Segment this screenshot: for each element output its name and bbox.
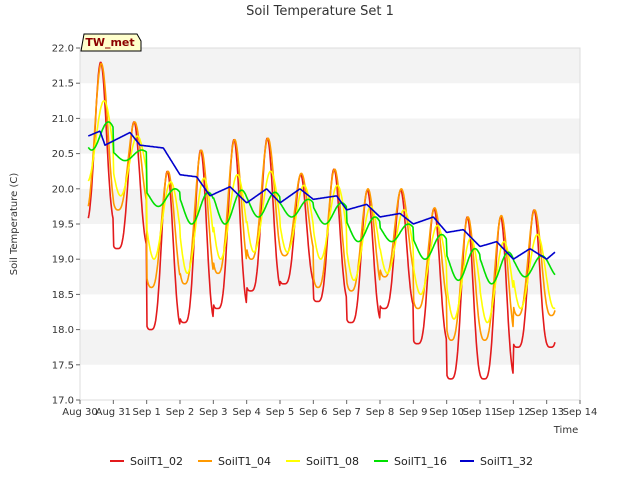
x-tick-label: Sep 2 — [166, 407, 194, 418]
legend-item: SoilT1_04 — [198, 455, 271, 468]
legend-item: SoilT1_08 — [286, 455, 359, 468]
y-tick-label: 17.5 — [52, 360, 74, 371]
series-line-soilt1-32 — [87, 130, 556, 260]
grid-band — [80, 48, 580, 84]
legend-label: SoilT1_32 — [480, 455, 533, 468]
x-tick-label: Sep 6 — [299, 407, 327, 418]
x-tick-label: Sep 5 — [266, 407, 294, 418]
station-badge: TW_met — [80, 33, 142, 52]
x-tick-label: Sep 12 — [496, 407, 531, 418]
series-line-soilt1-16 — [87, 121, 556, 285]
grid-band — [80, 294, 580, 330]
legend-label: SoilT1_08 — [306, 455, 359, 468]
legend-label: SoilT1_02 — [130, 455, 183, 468]
y-tick-label: 18.0 — [52, 325, 74, 336]
x-tick-label: Sep 8 — [366, 407, 394, 418]
x-tick-label: Sep 4 — [232, 407, 260, 418]
badge-shape — [80, 33, 142, 52]
y-tick-label: 19.0 — [52, 255, 74, 266]
legend-label: SoilT1_16 — [394, 455, 447, 468]
badge-label: TW_met — [85, 36, 134, 49]
x-tick-label: Aug 30 — [62, 407, 97, 418]
y-tick-label: 17.0 — [52, 396, 74, 407]
series-lines — [87, 61, 556, 380]
y-tick-label: 21.5 — [52, 79, 74, 90]
x-tick-label: Sep 10 — [429, 407, 464, 418]
x-axis-label: Time — [553, 425, 578, 436]
grid-band — [80, 364, 580, 400]
y-tick-label: 18.5 — [52, 290, 74, 301]
x-tick-label: Sep 7 — [332, 407, 360, 418]
x-tick-label: Sep 13 — [529, 407, 564, 418]
grid-band — [80, 329, 580, 365]
x-tick-label: Sep 11 — [463, 407, 498, 418]
y-tick-label: 22.0 — [52, 44, 74, 55]
chart-title: Soil Temperature Set 1 — [246, 4, 394, 19]
y-tick-label: 20.0 — [52, 184, 74, 195]
y-tick-label: 21.0 — [52, 114, 74, 125]
x-tick-label: Sep 3 — [199, 407, 227, 418]
legend-item: SoilT1_16 — [374, 455, 447, 468]
grid-bands — [80, 48, 580, 400]
grid-band — [80, 83, 580, 119]
x-tick-label: Aug 31 — [96, 407, 131, 418]
y-tick-label: 19.5 — [52, 220, 74, 231]
x-tick-label: Sep 9 — [399, 407, 427, 418]
x-tick-label: Sep 14 — [563, 407, 598, 418]
grid-band — [80, 118, 580, 154]
grid-band — [80, 153, 580, 189]
legend: SoilT1_02 SoilT1_04 SoilT1_08 SoilT1_16 Soil… — [110, 455, 533, 468]
series-line-soilt1-04 — [87, 62, 556, 341]
y-axis-label: Soil Temperature (C) — [9, 173, 20, 276]
x-tick-label: Sep 1 — [132, 407, 160, 418]
y-axis: 17.0 17.5 18.0 18.5 19.0 19.5 20.0 20.5 21.0 21.5… — [52, 44, 80, 407]
series-line-soilt1-08 — [87, 100, 556, 324]
legend-label: SoilT1_04 — [218, 455, 271, 468]
legend-item: SoilT1_02 — [110, 455, 183, 468]
legend-item: SoilT1_32 — [460, 455, 533, 468]
y-tick-label: 20.5 — [52, 149, 74, 160]
